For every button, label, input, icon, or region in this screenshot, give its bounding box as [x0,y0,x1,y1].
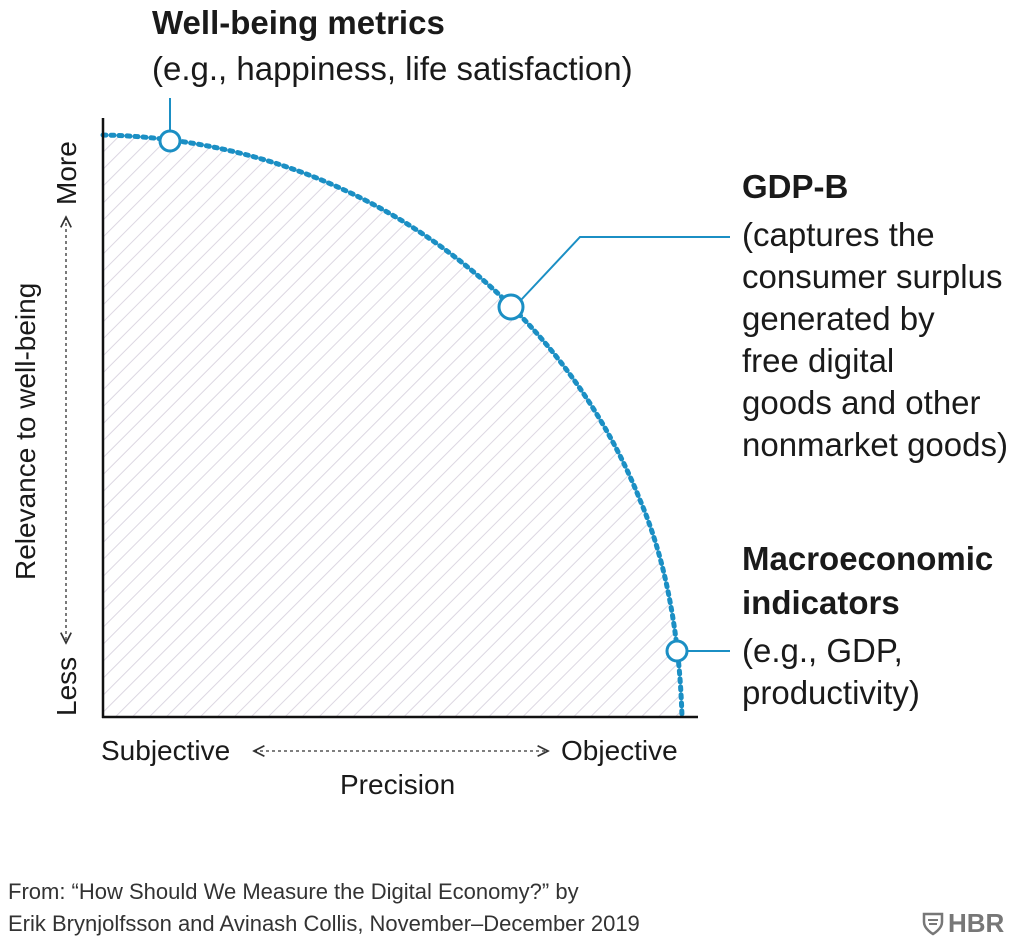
hbr-logo: HBR [922,908,1004,939]
y-more-label: More [51,141,82,205]
frontier-curve [100,132,685,720]
x-left-label: Subjective [101,735,231,766]
gdpb-line-5: goods and other [742,384,981,421]
gdpb-line-3: generated by [742,300,935,337]
macro-point-marker [665,639,689,663]
gdpb-line-4: free digital [742,342,895,379]
x-axis-title: Precision [340,769,456,800]
source-note: From: “How Should We Measure the Digital… [8,876,640,940]
wellbeing-subtitle: (e.g., happiness, life satisfaction) [152,50,633,87]
macro-line-1: (e.g., GDP, [742,632,903,669]
wellbeing-point-marker [158,129,182,153]
gdpb-line-6: nonmarket goods) [742,426,1008,463]
gdpb-line-2: consumer surplus [742,258,1003,295]
macro-line-2: productivity) [742,674,920,711]
logo-text: HBR [948,908,1005,938]
macro-title-line-2: indicators [742,584,900,621]
frontier-area [103,135,682,717]
macro-title-line-1: Macroeconomic [742,540,994,577]
y-less-label: Less [51,657,82,716]
shield-icon [922,912,944,935]
gdpb-point-marker [497,293,525,321]
source-line-1: From: “How Should We Measure the Digital… [8,879,579,904]
gdpb-title: GDP-B [742,168,849,205]
y-axis-title: Relevance to well-being [10,283,41,580]
gdpb-leader-line [520,236,730,301]
x-right-label: Objective [561,735,678,766]
gdpb-line-1: (captures the [742,216,935,253]
source-line-2: Erik Brynjolfsson and Avinash Collis, No… [8,911,640,936]
wellbeing-title: Well-being metrics [152,4,445,41]
